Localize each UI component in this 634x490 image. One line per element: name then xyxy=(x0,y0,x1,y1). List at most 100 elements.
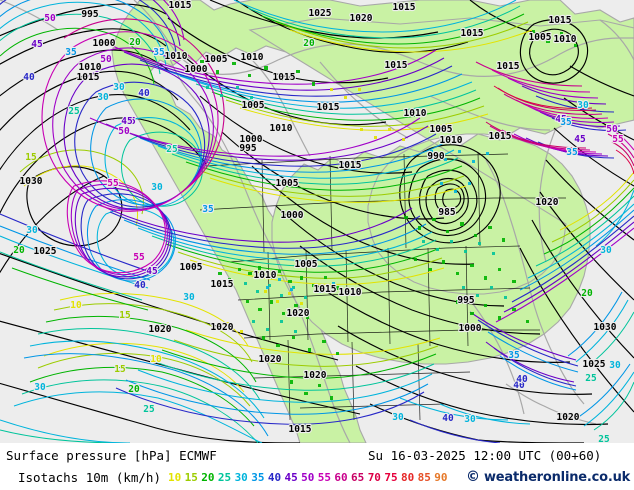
isotach-label: 20 xyxy=(129,37,141,48)
isotach-label: 40 xyxy=(516,374,528,385)
isotach-label: 30 xyxy=(26,225,38,236)
isotach-color-scale[interactable]: 10 15 20 25 30 35 40 45 50 55 60 65 70 75 80 85 90 xyxy=(168,466,448,488)
isotach-label: 40 xyxy=(138,88,150,99)
isotach-label: 30 xyxy=(577,100,589,111)
brand-name: weatheronline.co.uk xyxy=(484,469,631,485)
footer-row-title: Surface pressure [hPa] ECMWF Su 16-03-20… xyxy=(0,444,634,466)
isotach-label: 35 xyxy=(560,117,572,128)
isotach-legend-label: Isotachs 10m (km/h) xyxy=(18,469,161,485)
isobar-label: 1020 xyxy=(304,370,327,381)
isotach-label: 45 xyxy=(121,116,133,127)
isobar-label: 1015 xyxy=(289,424,312,435)
legend-step-65[interactable]: 65 xyxy=(351,470,365,484)
isobar-contours xyxy=(0,0,634,443)
isobar-label: 1005 xyxy=(180,262,203,273)
isotach-label: 30 xyxy=(34,382,46,393)
isotach-label: 15 xyxy=(119,310,131,321)
isotach-20 xyxy=(0,13,634,427)
isotach-label: 55 xyxy=(107,178,119,189)
isotach-label: 50 xyxy=(606,124,618,135)
isobar-label: 1015 xyxy=(211,279,234,290)
isotach-label: 30 xyxy=(600,245,612,256)
isotach-label: 45 xyxy=(574,134,586,145)
isobar-label: 1015 xyxy=(497,61,520,72)
legend-step-55[interactable]: 55 xyxy=(317,470,332,484)
isobar-label: 1015 xyxy=(169,0,192,11)
copyright-icon: © xyxy=(466,469,480,485)
isotach-label: 50 xyxy=(100,54,112,65)
isotach-label: 10 xyxy=(150,354,162,365)
isobar-label: 1015 xyxy=(489,131,512,142)
legend-step-80[interactable]: 80 xyxy=(400,470,415,484)
isotach-label: 55 xyxy=(133,252,145,263)
isobar-label: 1005 xyxy=(529,32,552,43)
isotach-label: 35 xyxy=(65,47,77,58)
isobar-label: 1015 xyxy=(77,72,100,83)
isobar-label: 995 xyxy=(457,295,474,306)
legend-step-45[interactable]: 45 xyxy=(284,470,298,484)
isotach-30 xyxy=(0,0,634,443)
isobar-label: 1000 xyxy=(185,64,208,75)
isobar-label: 1030 xyxy=(20,176,43,187)
isotach-label: 25 xyxy=(585,373,597,384)
legend-step-40[interactable]: 40 xyxy=(267,470,282,484)
isobar-label: 1015 xyxy=(273,72,296,83)
legend-step-35[interactable]: 35 xyxy=(251,470,265,484)
isobar-label: 1010 xyxy=(554,34,577,45)
legend-step-85[interactable]: 85 xyxy=(417,470,431,484)
isobar-label: 1020 xyxy=(287,308,310,319)
legend-step-10[interactable]: 10 xyxy=(168,470,182,484)
isotach-label: 20 xyxy=(13,245,25,256)
isobar-label: 1020 xyxy=(557,412,580,423)
isobar-label: 1010 xyxy=(254,270,277,281)
isobar-label: 1005 xyxy=(276,178,299,189)
isotach-label: 40 xyxy=(442,413,454,424)
isobar-label: 1000 xyxy=(240,134,263,145)
map-panel[interactable]: 995 1000 1010 1015 1015 1025 1020 1015 1015 1005 1… xyxy=(0,0,634,443)
isobar-label: 1010 xyxy=(339,287,362,298)
isotach-label: 25 xyxy=(68,106,80,117)
isobar-label: 1000 xyxy=(459,323,482,334)
isotach-label: 45 xyxy=(124,116,136,127)
isotach-label: 20 xyxy=(581,288,593,299)
isobar-label: 1025 xyxy=(583,359,606,370)
isotach-label: 35 xyxy=(508,350,520,361)
isobar-label: 1005 xyxy=(205,54,228,65)
isotach-10 xyxy=(23,29,634,393)
legend-step-25[interactable]: 25 xyxy=(217,470,232,484)
legend-step-60[interactable]: 60 xyxy=(334,470,348,484)
isotach-15 xyxy=(19,21,634,407)
isobar-label: 1005 xyxy=(295,259,318,270)
isotach-45 xyxy=(63,0,634,383)
isotach-label: 30 xyxy=(609,360,621,371)
legend-step-30[interactable]: 30 xyxy=(234,470,248,484)
isotach-label: 50 xyxy=(118,126,130,137)
isotach-label: 30 xyxy=(113,82,125,93)
coastline-and-borders xyxy=(0,0,634,443)
legend-step-20[interactable]: 20 xyxy=(201,470,215,484)
isobar-label: 1020 xyxy=(149,324,172,335)
isotach-label: 30 xyxy=(151,182,163,193)
legend-step-50[interactable]: 50 xyxy=(301,470,315,484)
isobar-label: 1005 xyxy=(242,100,265,111)
isobar-label: 1000 xyxy=(281,210,304,221)
isobar-label: 995 xyxy=(239,143,256,154)
isobar-label: 995 xyxy=(81,9,98,20)
isotach-label: 30 xyxy=(97,92,109,103)
isotach-label: 30 xyxy=(183,292,195,303)
isobar-label: 1015 xyxy=(385,60,408,71)
legend-step-15[interactable]: 15 xyxy=(184,470,198,484)
legend-step-75[interactable]: 75 xyxy=(384,470,398,484)
brand-credit[interactable]: © weatheronline.co.uk xyxy=(466,466,630,488)
isobar-label: 1015 xyxy=(314,284,337,295)
isobar-label: 1010 xyxy=(440,135,463,146)
isotach-label: 50 xyxy=(44,13,56,24)
model-run-timestamp: Su 16-03-2025 12:00 UTC (00+60) xyxy=(368,447,602,463)
legend-step-70[interactable]: 70 xyxy=(367,470,381,484)
legend-step-90[interactable]: 90 xyxy=(434,470,448,484)
isotach-label: 30 xyxy=(392,412,404,423)
